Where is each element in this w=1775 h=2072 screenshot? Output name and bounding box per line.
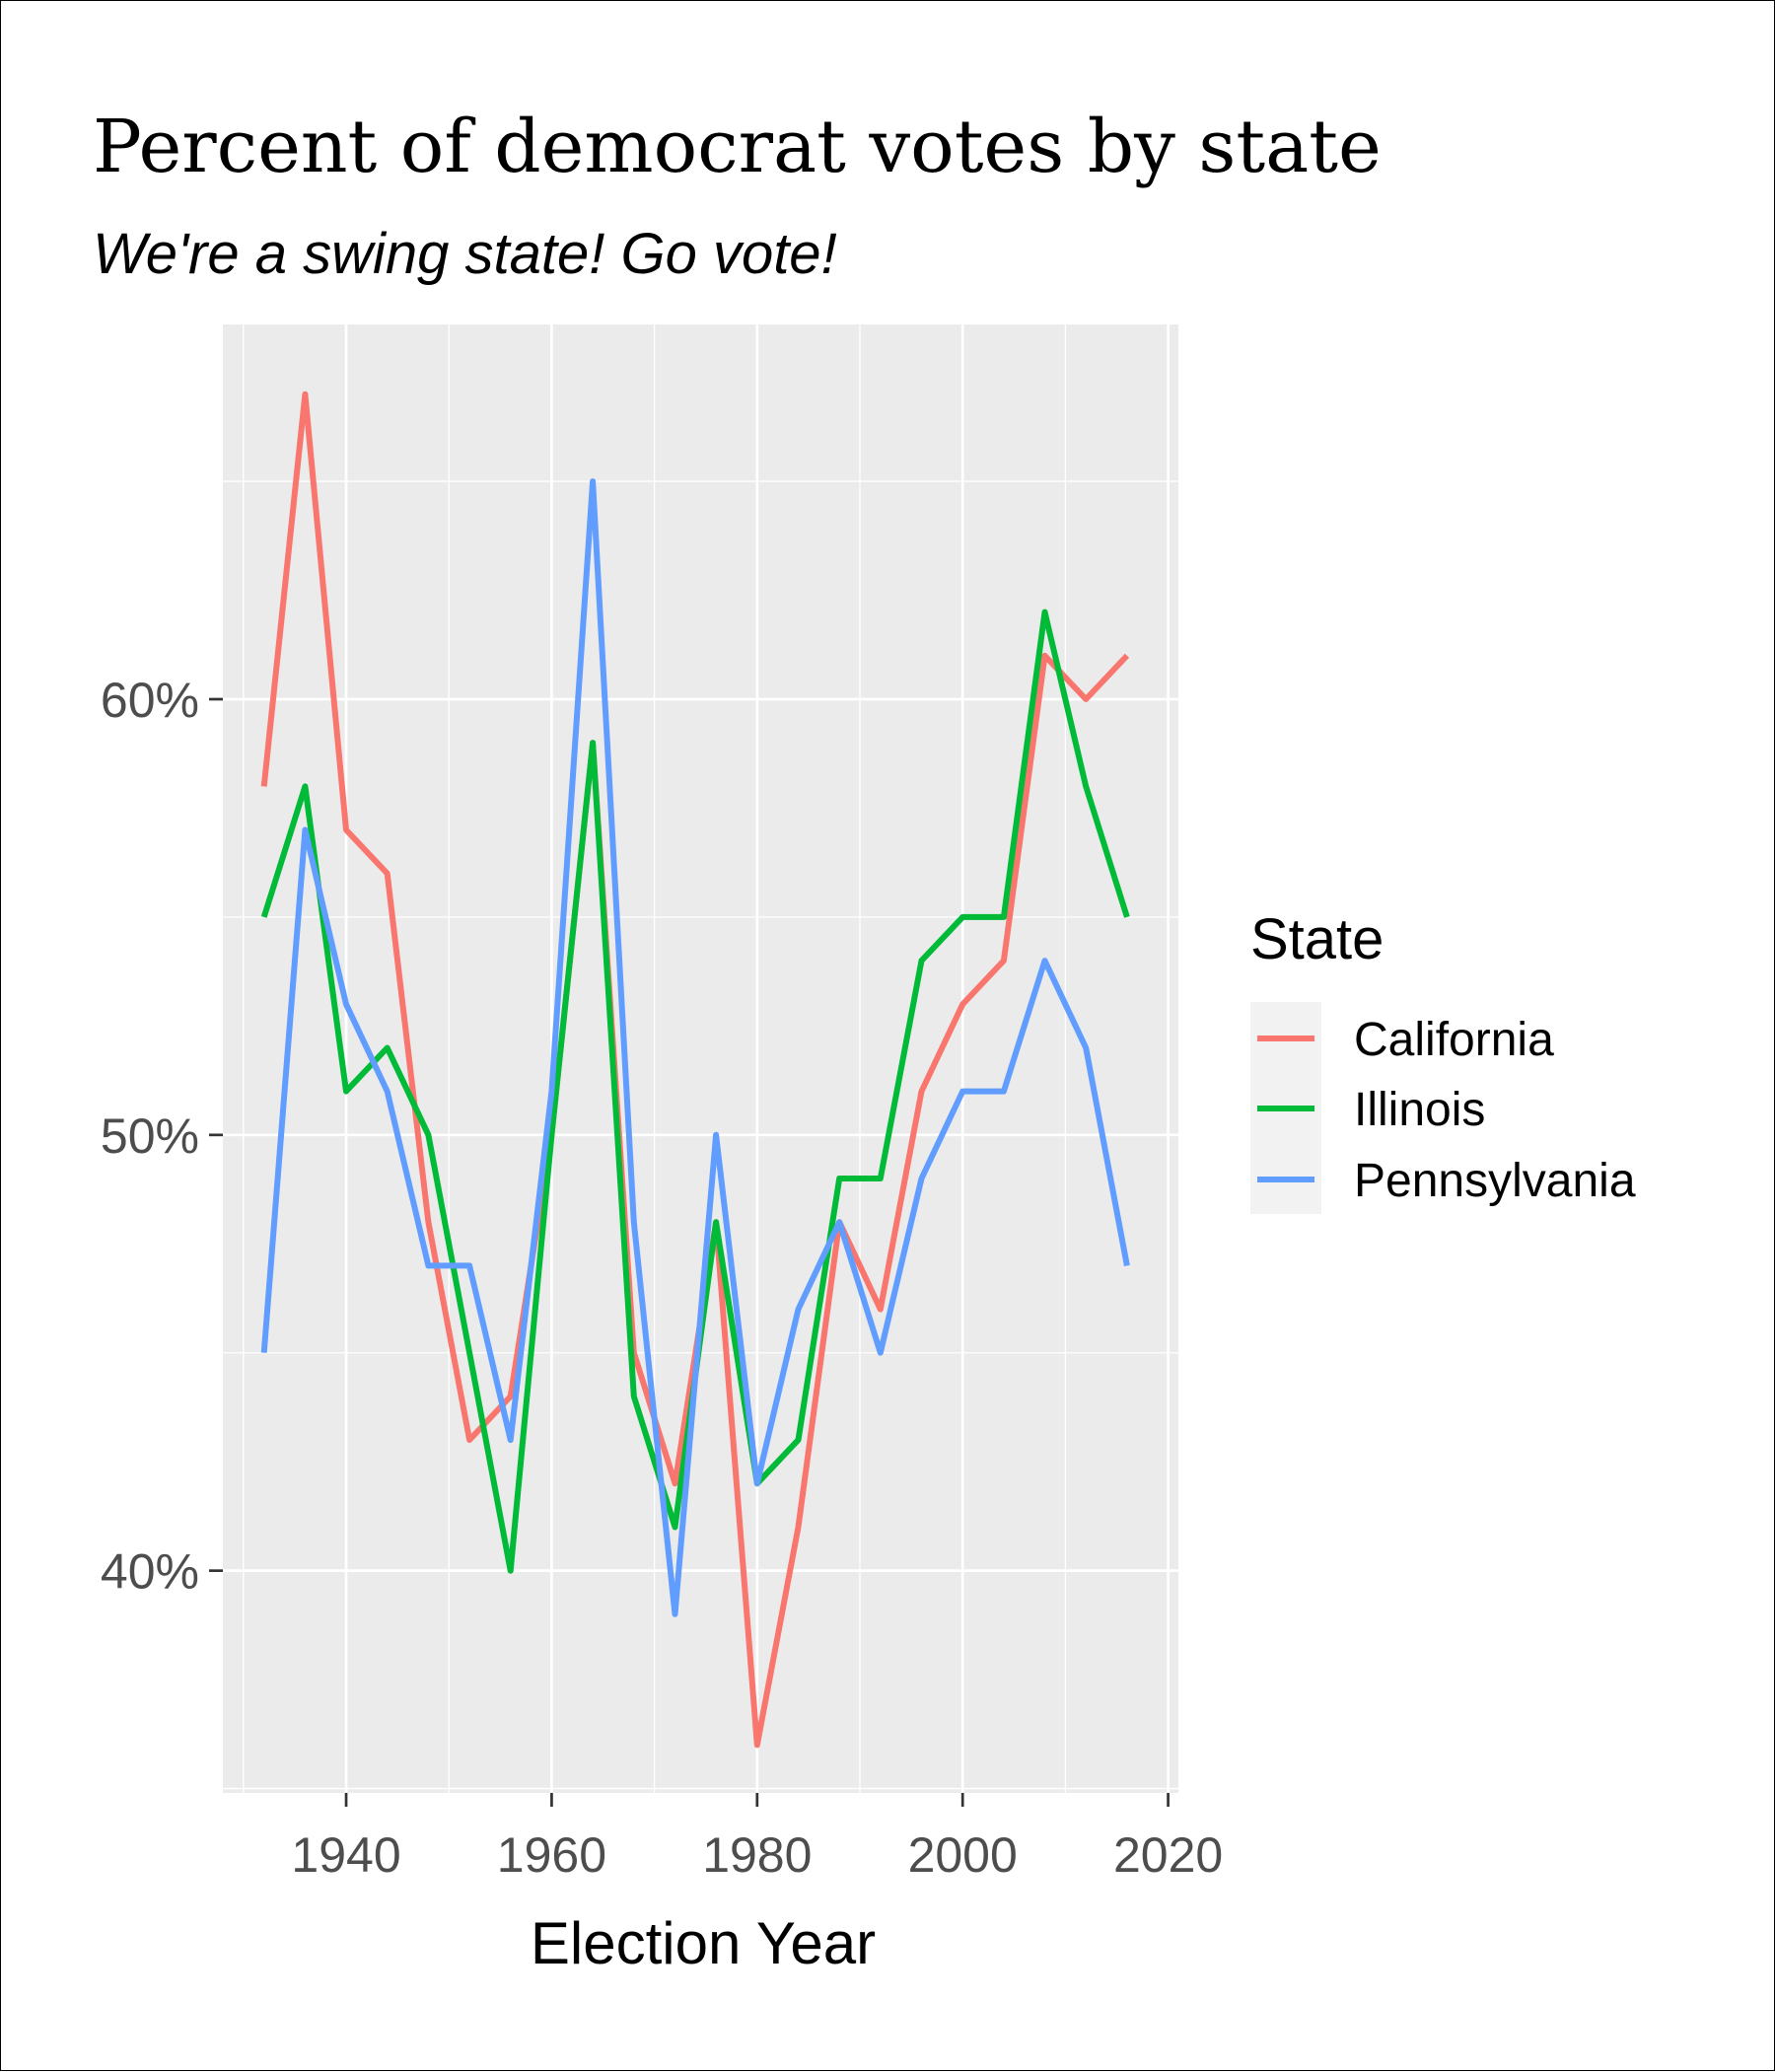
minor-gridlines: [223, 324, 1178, 1793]
y-tick-label: 60%: [101, 673, 199, 728]
y-tick-label: 50%: [101, 1108, 199, 1164]
plot-panel: [223, 324, 1178, 1793]
x-tick-label: 1960: [497, 1827, 606, 1883]
chart-subtitle: We're a swing state! Go vote!: [93, 222, 837, 286]
legend-label-california: California: [1354, 1014, 1554, 1066]
y-tick-label: 40%: [101, 1544, 199, 1600]
series-line-pennsylvania: [260, 478, 1130, 1617]
x-tick-label: 2000: [908, 1827, 1018, 1883]
major-gridlines: [223, 324, 1178, 1793]
legend-title: State: [1250, 907, 1384, 971]
legend: State California Illinois Pennsylvania: [1250, 907, 1636, 1214]
y-axis: 40% 50% 60%: [101, 673, 223, 1600]
legend-label-pennsylvania: Pennsylvania: [1354, 1155, 1636, 1207]
x-tick-label: 2020: [1113, 1827, 1223, 1883]
chart-title: Percent of democrat votes by state: [93, 105, 1382, 189]
series-lines: [260, 391, 1130, 1749]
x-axis: 1940 1960 1980 2000 2020: [291, 1793, 1223, 1883]
x-tick-label: 1980: [702, 1827, 812, 1883]
x-axis-title: Election Year: [531, 1910, 876, 1976]
legend-label-illinois: Illinois: [1354, 1084, 1485, 1136]
x-tick-label: 1940: [291, 1827, 400, 1883]
